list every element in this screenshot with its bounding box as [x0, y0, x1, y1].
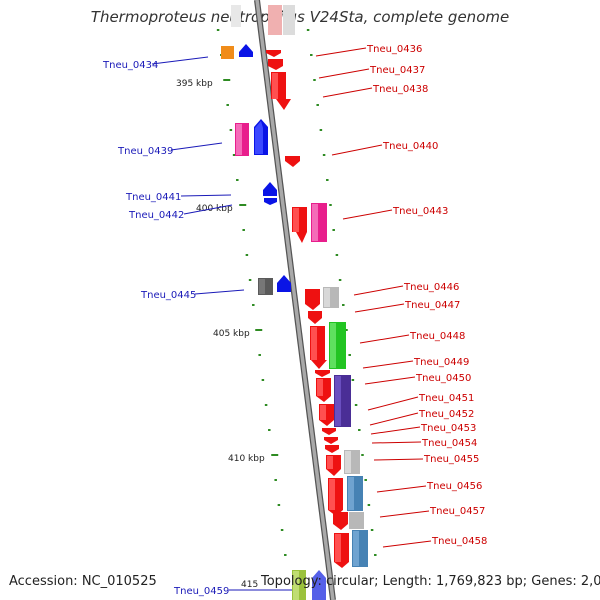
gene-feature-tneu-0453[interactable] [324, 437, 338, 444]
gene-feature-tneu-0457[interactable] [333, 512, 348, 530]
kbp-marker-395: 395 kbp [176, 79, 213, 89]
kbp-markers: 395 kbp 400 kbp 405 kbp 410 kbp 415 [176, 79, 265, 590]
gene-label-tneu-0455[interactable]: Tneu_0455 [423, 454, 479, 465]
gene-feature[interactable] [349, 512, 364, 529]
kbp-marker-405: 405 kbp [213, 329, 250, 339]
accession-text: Accession: NC_010525 [9, 574, 157, 589]
genes-left-strand [221, 5, 326, 600]
gene-label-tneu-0451[interactable]: Tneu_0451 [418, 393, 474, 404]
gene-label-tneu-0448[interactable]: Tneu_0448 [409, 331, 465, 342]
map-title: Thermoproteus neutrophilus V24Sta, compl… [90, 8, 510, 26]
gene-feature-tneu-0446[interactable] [305, 289, 320, 310]
kbp-ticks-right [306, 29, 377, 556]
gene-feature-tneu-0459[interactable] [312, 570, 326, 600]
gene-feature-tneu-0452[interactable] [322, 428, 336, 435]
gene-feature-tneu-0449[interactable] [315, 370, 330, 377]
gene-label-tneu-0438[interactable]: Tneu_0438 [372, 84, 428, 95]
gene-label-tneu-0441[interactable]: Tneu_0441 [125, 192, 181, 203]
kbp-marker-415: 415 [241, 580, 258, 590]
gene-label-tneu-0443[interactable]: Tneu_0443 [392, 206, 448, 217]
gene-feature[interactable] [239, 44, 253, 57]
gene-label-tneu-0450[interactable]: Tneu_0450 [415, 373, 471, 384]
gene-label-tneu-0440[interactable]: Tneu_0440 [382, 141, 438, 152]
labels-right: Tneu_0436 Tneu_0437 Tneu_0438 Tneu_0440 … [315, 44, 487, 548]
gene-label-tneu-0437[interactable]: Tneu_0437 [369, 65, 425, 76]
genes-right-strand [266, 5, 368, 568]
gene-feature [231, 5, 241, 27]
gene-label-tneu-0446[interactable]: Tneu_0446 [403, 282, 459, 293]
gene-label-tneu-0434[interactable]: Tneu_0434 [102, 60, 158, 71]
gene-label-tneu-0439[interactable]: Tneu_0439 [117, 146, 173, 157]
gene-feature [283, 5, 295, 35]
gene-label-tneu-0452[interactable]: Tneu_0452 [418, 409, 474, 420]
gene-label-tneu-0459[interactable]: Tneu_0459 [173, 586, 229, 597]
labels-left: Tneu_0434 Tneu_0439 Tneu_0441 Tneu_0442 … [102, 56, 292, 597]
gene-feature-tneu-0434[interactable] [221, 46, 234, 59]
kbp-marker-410: 410 kbp [228, 454, 265, 464]
gene-feature-tneu-0442[interactable] [264, 198, 277, 205]
gene-label-tneu-0457[interactable]: Tneu_0457 [429, 506, 485, 517]
gene-feature-tneu-0440[interactable] [285, 156, 300, 167]
gene-label-tneu-0449[interactable]: Tneu_0449 [413, 357, 469, 368]
kbp-marker-400: 400 kbp [196, 204, 233, 214]
gene-label-tneu-0458[interactable]: Tneu_0458 [431, 536, 487, 547]
gene-label-tneu-0447[interactable]: Tneu_0447 [404, 300, 460, 311]
gene-label-tneu-0442[interactable]: Tneu_0442 [128, 210, 184, 221]
gene-label-tneu-0456[interactable]: Tneu_0456 [426, 481, 482, 492]
gene-label-tneu-0445[interactable]: Tneu_0445 [140, 290, 196, 301]
genome-backbone [254, 0, 336, 600]
kbp-ticks-left [216, 29, 287, 556]
gene-feature-tneu-0447[interactable] [308, 311, 322, 324]
gene-label-tneu-0454[interactable]: Tneu_0454 [421, 438, 477, 449]
gene-feature-tneu-0454[interactable] [325, 445, 339, 453]
gene-feature-tneu-0436[interactable] [266, 50, 281, 57]
genome-summary-text: Topology: circular; Length: 1,769,823 bp… [261, 574, 600, 589]
gene-feature-tneu-0437[interactable] [268, 59, 283, 70]
gene-label-tneu-0436[interactable]: Tneu_0436 [366, 44, 422, 55]
gene-feature-tneu-0441[interactable] [263, 182, 277, 196]
gene-label-tneu-0453[interactable]: Tneu_0453 [420, 423, 476, 434]
gene-feature [268, 5, 282, 35]
gene-feature[interactable] [277, 275, 291, 292]
